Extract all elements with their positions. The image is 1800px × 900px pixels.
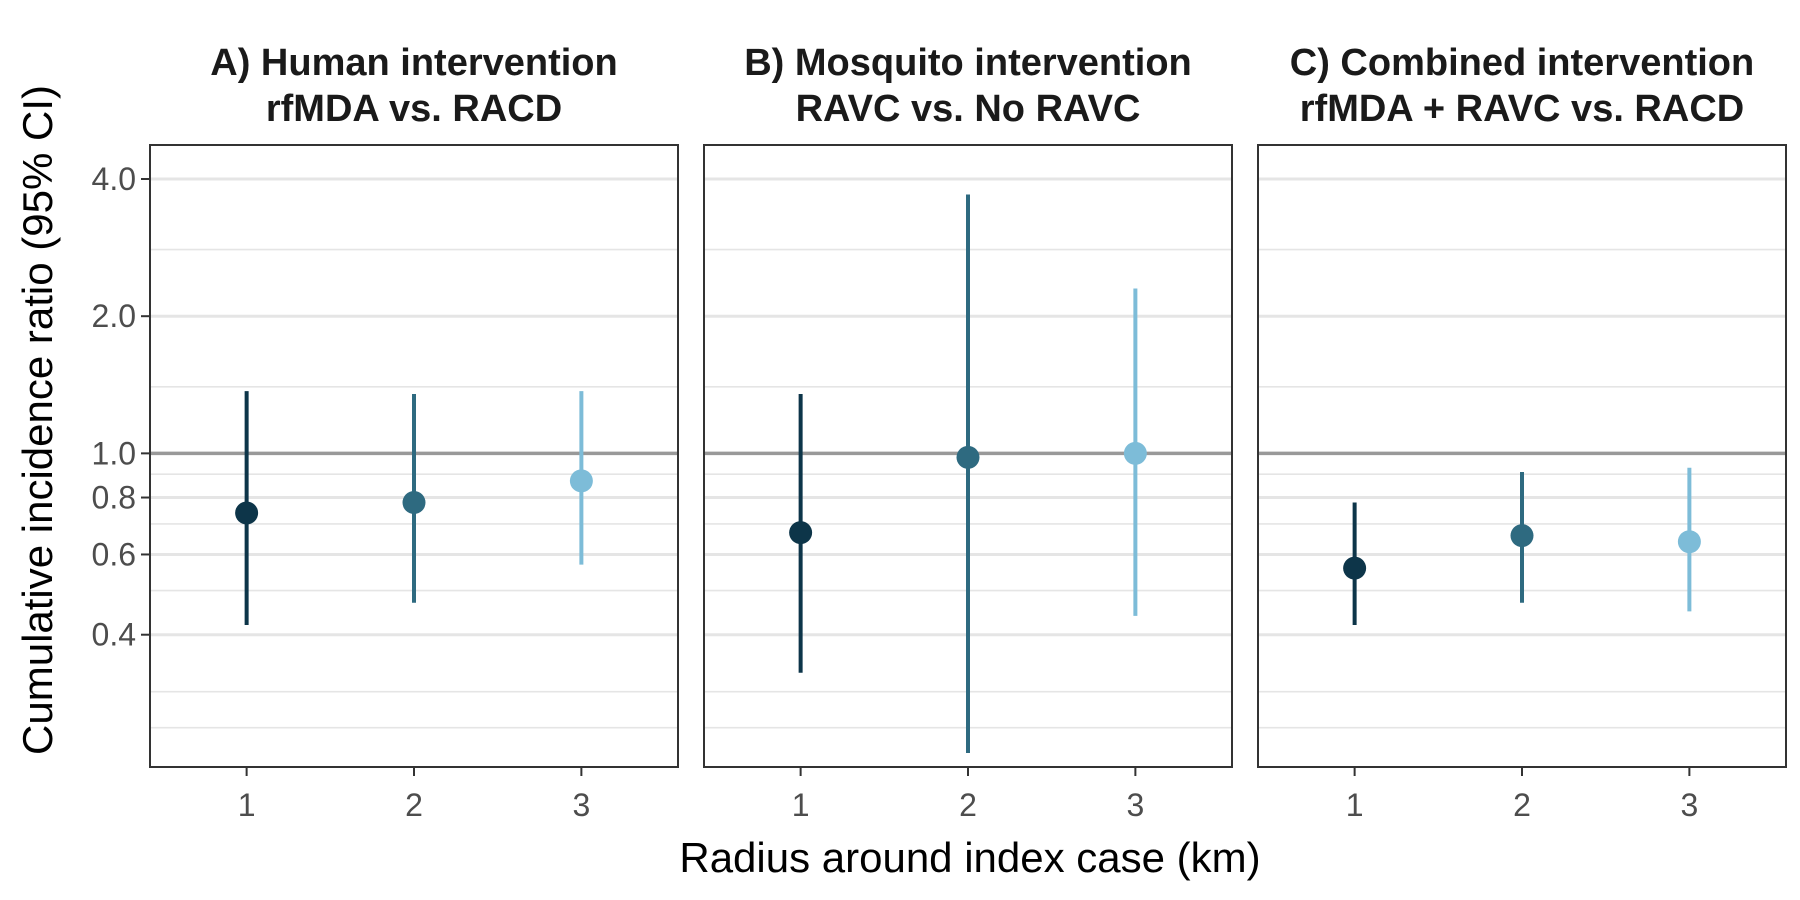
point-estimate [789, 521, 813, 545]
point-estimate [235, 501, 259, 525]
point-estimate [402, 491, 426, 515]
y-tick-label: 2.0 [92, 298, 136, 334]
x-tick-label: 2 [1513, 787, 1531, 823]
y-tick-label: 0.4 [92, 617, 136, 653]
panel-title-line2: rfMDA + RAVC vs. RACD [1300, 88, 1744, 130]
panel-title-line1: C) Combined intervention [1290, 42, 1754, 84]
y-axis-title: Cumulative incidence ratio (95% CI) [14, 85, 61, 755]
point-estimate [1677, 530, 1701, 554]
panel-title-line1: B) Mosquito intervention [744, 42, 1192, 84]
panel-title-line2: RAVC vs. No RAVC [796, 88, 1141, 130]
point-estimate [1343, 556, 1367, 580]
x-tick-label: 1 [1346, 787, 1364, 823]
x-axis-title: Radius around index case (km) [679, 834, 1260, 881]
x-tick-label: 2 [405, 787, 423, 823]
point-estimate [1123, 441, 1147, 465]
x-tick-label: 2 [959, 787, 977, 823]
point-estimate [956, 445, 980, 469]
point-estimate [569, 469, 593, 493]
x-tick-label: 1 [792, 787, 810, 823]
panel-title-line2: rfMDA vs. RACD [266, 88, 562, 130]
panel-border [1257, 144, 1787, 768]
x-tick-label: 3 [572, 787, 590, 823]
x-tick-label: 1 [238, 787, 256, 823]
y-tick-label: 0.6 [92, 536, 136, 572]
x-tick-label: 3 [1126, 787, 1144, 823]
y-tick-label: 4.0 [92, 161, 136, 197]
point-estimate [1510, 524, 1534, 548]
y-tick-label: 1.0 [92, 435, 136, 471]
y-tick-label: 0.8 [92, 480, 136, 516]
x-tick-label: 3 [1680, 787, 1698, 823]
panel-title-line1: A) Human intervention [210, 42, 617, 84]
